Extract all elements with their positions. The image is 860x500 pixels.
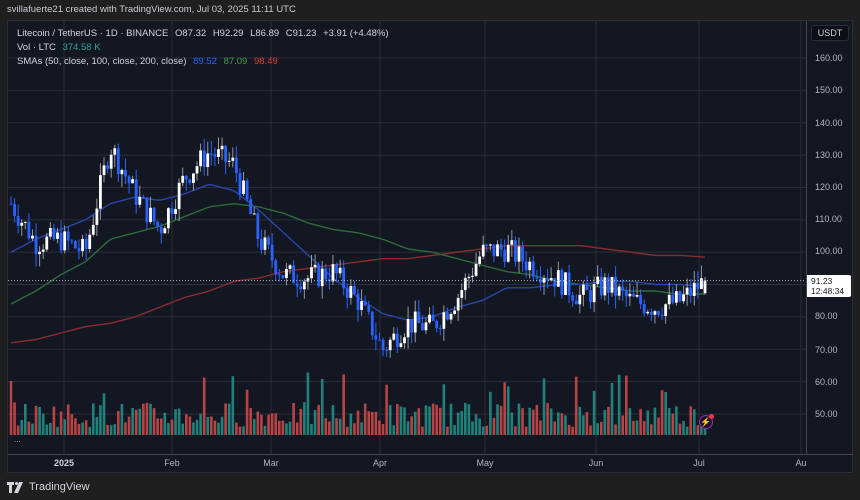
price-label: 150.00 — [815, 85, 843, 95]
tradingview-brand: TradingView — [29, 481, 90, 493]
more-indicators-button[interactable]: ... — [14, 435, 21, 444]
lightning-event-icon[interactable]: ⚡ — [699, 414, 714, 429]
price-label: 60.00 — [815, 377, 838, 387]
candlestick-chart — [8, 21, 806, 454]
price-label: 130.00 — [815, 150, 843, 160]
ohlc-low: L86.89 — [250, 28, 280, 39]
volume-label: Vol · LTC — [17, 42, 56, 53]
tradingview-logo[interactable]: TradingView — [7, 481, 90, 493]
price-label: 110.00 — [815, 214, 842, 224]
time-label: Feb — [164, 458, 180, 468]
time-axis[interactable]: 2025 Feb Mar Apr May Jun Jul Au — [8, 454, 853, 473]
time-label: May — [476, 458, 494, 468]
time-label: Au — [795, 458, 807, 468]
sma-label: SMAs (50, close, 100, close, 200, close) — [17, 56, 187, 67]
chart-credit: svillafuerte21 created with TradingView.… — [7, 4, 296, 15]
volume-legend-row[interactable]: Vol · LTC 374.58 K — [17, 41, 393, 55]
ohlc-change: +3.91 (+4.48%) — [323, 28, 389, 39]
symbol-legend-row[interactable]: Litecoin / TetherUS · 1D · BINANCE O87.3… — [17, 27, 393, 41]
ohlc-high: H92.29 — [212, 28, 244, 39]
time-label: Jun — [588, 458, 604, 468]
tradingview-logo-icon — [7, 481, 23, 493]
sma50-value: 89.52 — [193, 56, 217, 67]
currency-unit-button[interactable]: USDT — [811, 25, 849, 41]
sma-legend-row[interactable]: SMAs (50, close, 100, close, 200, close)… — [17, 55, 393, 69]
ohlc-close: C91.23 — [285, 28, 317, 39]
time-label: Mar — [263, 458, 279, 468]
chart-plot-area[interactable]: Litecoin / TetherUS · 1D · BINANCE O87.3… — [8, 21, 806, 454]
price-label: 160.00 — [815, 53, 843, 63]
price-label: 120.00 — [815, 182, 843, 192]
price-label: 70.00 — [815, 345, 838, 355]
sma100-value: 87.09 — [223, 56, 248, 67]
time-label: 2025 — [53, 458, 75, 468]
ohlc-open: O87.32 — [175, 28, 207, 39]
chart-legend: Litecoin / TetherUS · 1D · BINANCE O87.3… — [17, 27, 393, 69]
bar-countdown: 12:48:34 — [811, 286, 845, 296]
price-label: 50.00 — [815, 409, 838, 419]
time-label: Jul — [693, 458, 705, 468]
price-label: 140.00 — [815, 118, 843, 128]
current-price-tag: 91.23 12:48:34 — [807, 275, 851, 297]
price-label: 80.00 — [815, 311, 838, 321]
volume-value: 374.58 K — [62, 42, 101, 53]
price-label: 100.00 — [815, 246, 843, 256]
sma200-value: 98.49 — [253, 56, 278, 67]
symbol-title: Litecoin / TetherUS · 1D · BINANCE — [17, 28, 169, 39]
time-label: Apr — [372, 458, 388, 468]
price-scale[interactable]: USDT 160.00 150.00 140.00 130.00 120.00 … — [806, 21, 853, 454]
chart-frame: Litecoin / TetherUS · 1D · BINANCE O87.3… — [7, 20, 853, 473]
current-price: 91.23 — [811, 276, 833, 286]
